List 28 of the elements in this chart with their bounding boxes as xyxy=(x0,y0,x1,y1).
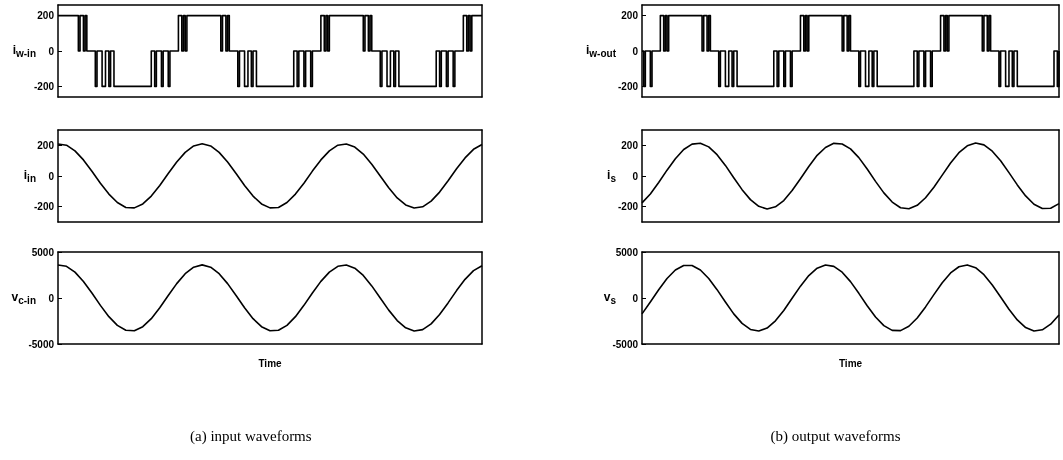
y-tick-label: 0 xyxy=(48,170,55,182)
y-tick-label: -200 xyxy=(617,80,639,92)
y-axis-title: i$_{w-in}$ xyxy=(12,42,36,62)
y-tick-label: -5000 xyxy=(28,338,55,350)
y-axis-title: v$_{s}$ xyxy=(603,289,616,309)
y-axis-title: i$_{s}$ xyxy=(607,167,616,187)
y-tick-label: 200 xyxy=(621,139,639,151)
y-tick-label: -5000 xyxy=(612,338,639,350)
y-axis-title: i$_{in}$ xyxy=(23,167,36,187)
y-tick-label: 0 xyxy=(632,292,639,304)
x-axis-title: Time xyxy=(258,357,283,369)
y-tick-label: 5000 xyxy=(615,246,639,258)
text: (a) input waveforms xyxy=(190,427,312,445)
y-tick-label: 0 xyxy=(632,45,639,57)
y-tick-label: 5000 xyxy=(31,246,55,258)
text: (b) output waveforms xyxy=(770,427,901,445)
y-axis-title: i$_{w-out}$ xyxy=(586,42,616,62)
y-tick-label: 200 xyxy=(621,10,639,22)
y-tick-label: 0 xyxy=(48,292,55,304)
y-tick-label: -200 xyxy=(617,201,639,213)
y-tick-label: 200 xyxy=(37,10,55,22)
y-axis-title: v$_{c-in}$ xyxy=(11,289,36,309)
y-tick-label: 0 xyxy=(632,170,639,182)
x-axis-title: Time xyxy=(838,357,863,369)
y-tick-label: 200 xyxy=(37,139,55,151)
y-tick-label: -200 xyxy=(33,201,55,213)
y-tick-label: 0 xyxy=(48,45,55,57)
y-tick-label: -200 xyxy=(33,80,55,92)
